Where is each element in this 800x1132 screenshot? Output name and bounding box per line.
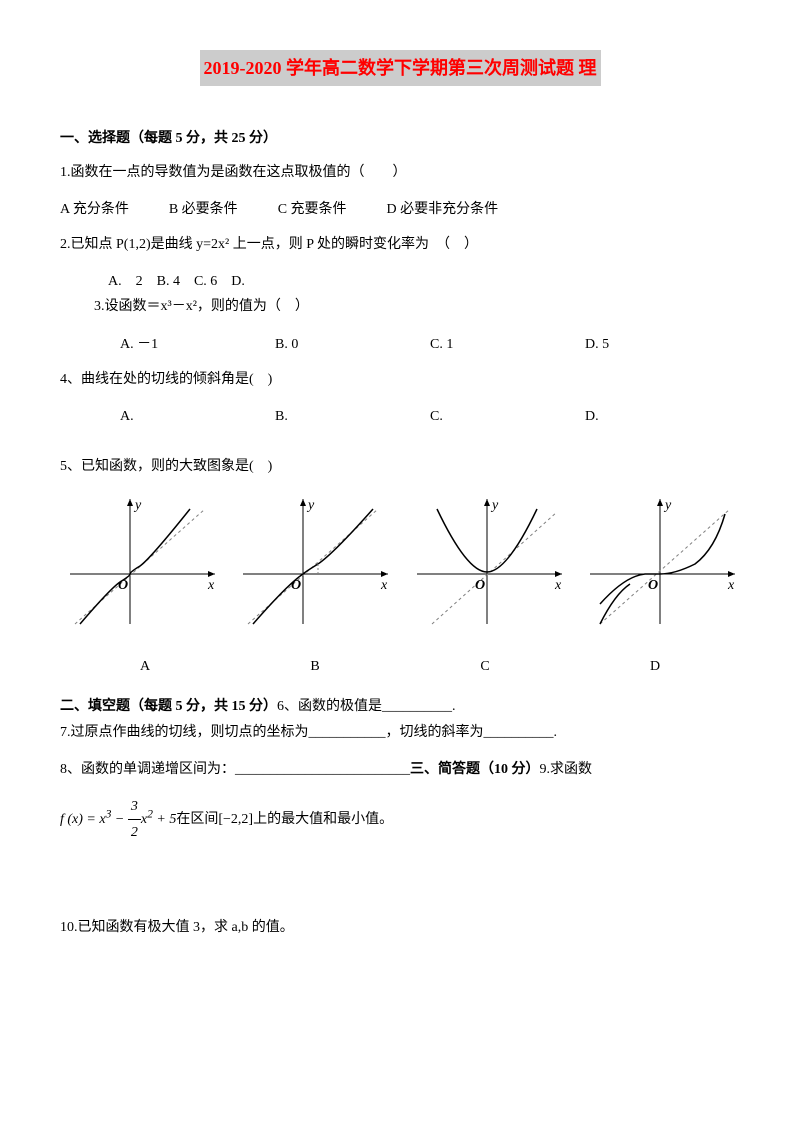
- q9-plus5: + 5: [153, 812, 176, 827]
- line-q8-q9: 8、函数的单调递增区间为：_________________________三、…: [60, 757, 740, 782]
- q9-frac-den: 2: [128, 820, 141, 845]
- svg-text:y: y: [133, 498, 142, 513]
- svg-text:y: y: [306, 498, 315, 513]
- svg-text:O: O: [475, 578, 485, 593]
- q9-frac-num: 3: [128, 794, 141, 820]
- q3-opt-c: C. 1: [430, 332, 585, 357]
- line-q6: 二、填空题（每题 5 分，共 15 分）6、函数的极值是__________.: [60, 694, 740, 719]
- graph-b: y x O: [233, 494, 393, 634]
- question-7: 7.过原点作曲线的切线，则切点的坐标为___________，切线的斜率为___…: [60, 720, 740, 745]
- q1-opt-c: C 充要条件: [278, 197, 347, 222]
- q3-opt-d: D. 5: [585, 332, 740, 357]
- svg-text:O: O: [291, 578, 301, 593]
- graph-d: y x O: [580, 494, 740, 634]
- svg-text:x: x: [380, 578, 388, 593]
- svg-text:O: O: [118, 578, 128, 593]
- q4-opt-c: C.: [430, 404, 585, 429]
- svg-text:O: O: [648, 578, 658, 593]
- graph-c: y x O: [407, 494, 567, 634]
- graph-letters: A B C D: [60, 654, 740, 679]
- q4-opt-a: A.: [120, 404, 275, 429]
- section3-header: 三、简答题（10 分）: [410, 762, 540, 777]
- graph-letter-a: A: [65, 654, 225, 679]
- svg-text:y: y: [490, 498, 499, 513]
- svg-text:x: x: [727, 578, 735, 593]
- graph-a: y x O: [60, 494, 220, 634]
- question-2: 2.已知点 P(1,2)是曲线 y=2x² 上一点，则 P 处的瞬时变化率为 （…: [60, 232, 740, 257]
- question-10: 10.已知函数有极大值 3，求 a,b 的值。: [60, 915, 740, 940]
- q1-options: A 充分条件 B 必要条件 C 充要条件 D 必要非充分条件: [60, 197, 740, 222]
- exam-title: 2019-2020 学年高二数学下学期第三次周测试题 理: [200, 50, 601, 86]
- graphs-row: y x O y x O y x O y x O: [60, 494, 740, 634]
- q9-fx: f (x) = x: [60, 812, 106, 827]
- q2-options: A. 2 B. 4 C. 6 D.: [60, 269, 740, 294]
- q3-opt-b: B. 0: [275, 332, 430, 357]
- q4-opt-b: B.: [275, 404, 430, 429]
- q1-opt-b: B 必要条件: [169, 197, 238, 222]
- graph-letter-d: D: [575, 654, 735, 679]
- q3-options: A. －1 B. 0 C. 1 D. 5: [60, 332, 740, 357]
- q4-options: A. B. C. D.: [60, 404, 740, 429]
- q9-formula-line: f (x) = x3 − 32x2 + 5在区间[−2,2]上的最大值和最小值。: [60, 794, 740, 845]
- graph-letter-c: C: [405, 654, 565, 679]
- question-5: 5、已知函数，则的大致图象是( ): [60, 454, 740, 479]
- q9-minus: −: [111, 812, 127, 827]
- question-8: 8、函数的单调递增区间为：_________________________: [60, 762, 410, 777]
- question-4: 4、曲线在处的切线的倾斜角是( ): [60, 367, 740, 392]
- q1-opt-a: A 充分条件: [60, 197, 129, 222]
- q3-opt-a: A. －1: [120, 332, 275, 357]
- question-1: 1.函数在一点的导数值为是函数在这点取极值的（ ）: [60, 160, 740, 185]
- svg-text:x: x: [554, 578, 562, 593]
- q1-opt-d: D 必要非充分条件: [387, 197, 499, 222]
- question-3: 3.设函数＝x³－x²，则的值为（ ）: [60, 294, 740, 319]
- section2-header: 二、填空题（每题 5 分，共 15 分）: [60, 699, 277, 714]
- q4-opt-d: D.: [585, 404, 740, 429]
- section1-header: 一、选择题（每题 5 分，共 25 分）: [60, 126, 740, 151]
- q9-interval: 在区间[−2,2]上的最大值和最小值。: [176, 812, 393, 827]
- graph-letter-b: B: [235, 654, 395, 679]
- q9-prefix: 9.求函数: [540, 762, 593, 777]
- question-6: 6、函数的极值是__________.: [277, 699, 456, 714]
- svg-text:y: y: [663, 498, 672, 513]
- svg-text:x: x: [207, 578, 215, 593]
